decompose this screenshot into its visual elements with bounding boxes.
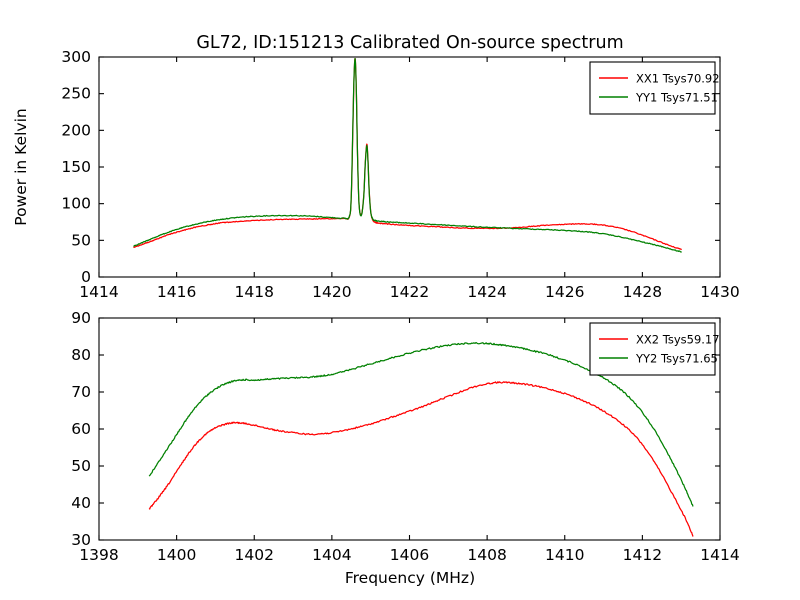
x-tick-label: 1408 [467, 546, 506, 564]
y-tick-label: 300 [61, 48, 91, 66]
x-tick-label: 1424 [467, 283, 506, 301]
x-tick-label: 1422 [390, 283, 429, 301]
bottom-panel: 1398 1400 1402 1404 1406 1408 1410 1412 1414 30 4… [71, 309, 739, 587]
x-tick-label: 1402 [235, 546, 274, 564]
x-tick-label: 1412 [623, 546, 662, 564]
top-y-axis-label: Power in Kelvin [12, 108, 30, 225]
legend-label[interactable]: XX1 Tsys70.92 [636, 72, 720, 86]
x-tick-label: 1400 [157, 546, 196, 564]
top-panel: GL72, ID:151213 Calibrated On-source spe… [12, 33, 740, 301]
bottom-x-axis-label: Frequency (MHz) [345, 569, 475, 587]
y-tick-label: 50 [71, 457, 91, 475]
legend-box [589, 61, 716, 115]
top-panel-legend[interactable]: XX1 Tsys70.92 YY1 Tsys71.51 [589, 61, 720, 115]
top-panel-series [133, 57, 682, 253]
x-tick-label: 1404 [312, 546, 351, 564]
y-tick-label: 30 [71, 531, 91, 549]
x-tick-label: 1426 [545, 283, 584, 301]
x-tick-label: 1410 [545, 546, 584, 564]
x-tick-label: 1418 [235, 283, 274, 301]
y-tick-label: 100 [61, 195, 91, 213]
y-tick-label: 0 [81, 268, 91, 286]
y-tick-label: 90 [71, 309, 91, 327]
y-tick-label: 150 [61, 158, 91, 176]
x-tick-label: 1416 [157, 283, 196, 301]
legend-label[interactable]: YY1 Tsys71.51 [635, 91, 718, 105]
bottom-y-axis-ticks: 30 40 50 60 70 80 90 [71, 309, 720, 549]
x-tick-label: 1430 [700, 283, 739, 301]
legend-label[interactable]: XX2 Tsys59.17 [636, 333, 720, 347]
x-tick-label: 1406 [390, 546, 429, 564]
bottom-x-axis-ticks: 1398 1400 1402 1404 1406 1408 1410 1412 1414 [79, 318, 740, 564]
legend-box [589, 322, 716, 376]
y-tick-label: 250 [61, 85, 91, 103]
legend-label[interactable]: YY2 Tsys71.65 [635, 352, 718, 366]
page-title: GL72, ID:151213 Calibrated On-source spe… [196, 33, 623, 53]
series-line-yy [133, 57, 682, 253]
x-tick-label: 1414 [700, 546, 739, 564]
y-tick-label: 40 [71, 494, 91, 512]
x-tick-label: 1414 [79, 283, 118, 301]
x-tick-label: 1420 [312, 283, 351, 301]
series-line-xx [148, 381, 694, 537]
bottom-panel-legend[interactable]: XX2 Tsys59.17 YY2 Tsys71.65 [589, 322, 720, 376]
y-tick-label: 70 [71, 383, 91, 401]
y-tick-label: 50 [71, 231, 91, 249]
y-tick-label: 60 [71, 420, 91, 438]
top-y-axis-ticks: 0 50 100 150 200 250 300 [61, 48, 720, 286]
x-tick-label: 1398 [79, 546, 118, 564]
y-tick-label: 200 [61, 121, 91, 139]
top-x-axis-ticks: 1414 1416 1418 1420 1422 1424 1426 1428 1430 [79, 57, 740, 301]
x-tick-label: 1428 [623, 283, 662, 301]
y-tick-label: 80 [71, 346, 91, 364]
